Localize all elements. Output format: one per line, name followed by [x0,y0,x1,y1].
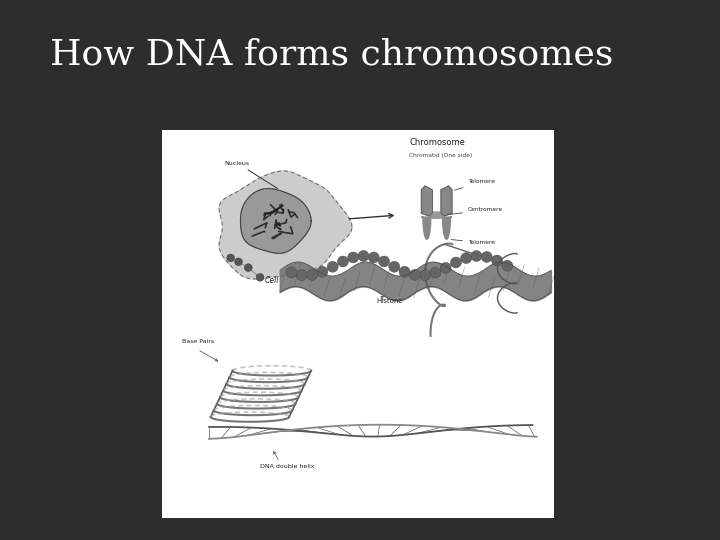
Polygon shape [429,212,444,218]
Circle shape [492,255,503,266]
Text: DNA double helix: DNA double helix [261,464,315,469]
Circle shape [327,261,338,272]
Text: Telomere: Telomere [451,240,495,245]
Circle shape [235,258,243,266]
Circle shape [471,251,482,261]
Text: Centromere: Centromere [447,207,503,215]
Circle shape [461,253,472,264]
Text: Cell: Cell [265,276,279,285]
Circle shape [379,256,390,267]
Circle shape [317,266,328,277]
Circle shape [286,267,297,278]
Circle shape [307,269,318,280]
Text: Base Pairs: Base Pairs [181,340,214,345]
Polygon shape [443,217,452,239]
Polygon shape [219,171,352,279]
Circle shape [256,273,264,281]
Circle shape [399,266,410,277]
Text: How DNA forms chromosomes: How DNA forms chromosomes [50,38,613,72]
Text: Histone: Histone [377,298,403,303]
Polygon shape [421,186,433,216]
Circle shape [481,252,492,262]
Circle shape [451,257,462,268]
Circle shape [368,252,379,263]
Polygon shape [441,186,452,216]
Circle shape [502,260,513,271]
Polygon shape [240,188,311,253]
Circle shape [440,262,451,273]
Text: Nucleus: Nucleus [225,160,277,188]
Circle shape [389,261,400,272]
Circle shape [410,269,420,280]
Circle shape [244,264,252,272]
Circle shape [358,251,369,261]
Circle shape [420,269,431,281]
Text: Chromatid (One side): Chromatid (One side) [409,153,472,158]
Circle shape [297,269,307,281]
Polygon shape [421,217,431,239]
Circle shape [227,254,235,262]
Circle shape [338,256,348,267]
Circle shape [348,252,359,263]
Text: Chromosome: Chromosome [409,138,465,147]
Text: Telomere: Telomere [454,179,495,190]
Bar [162,130,554,518]
Circle shape [430,267,441,278]
